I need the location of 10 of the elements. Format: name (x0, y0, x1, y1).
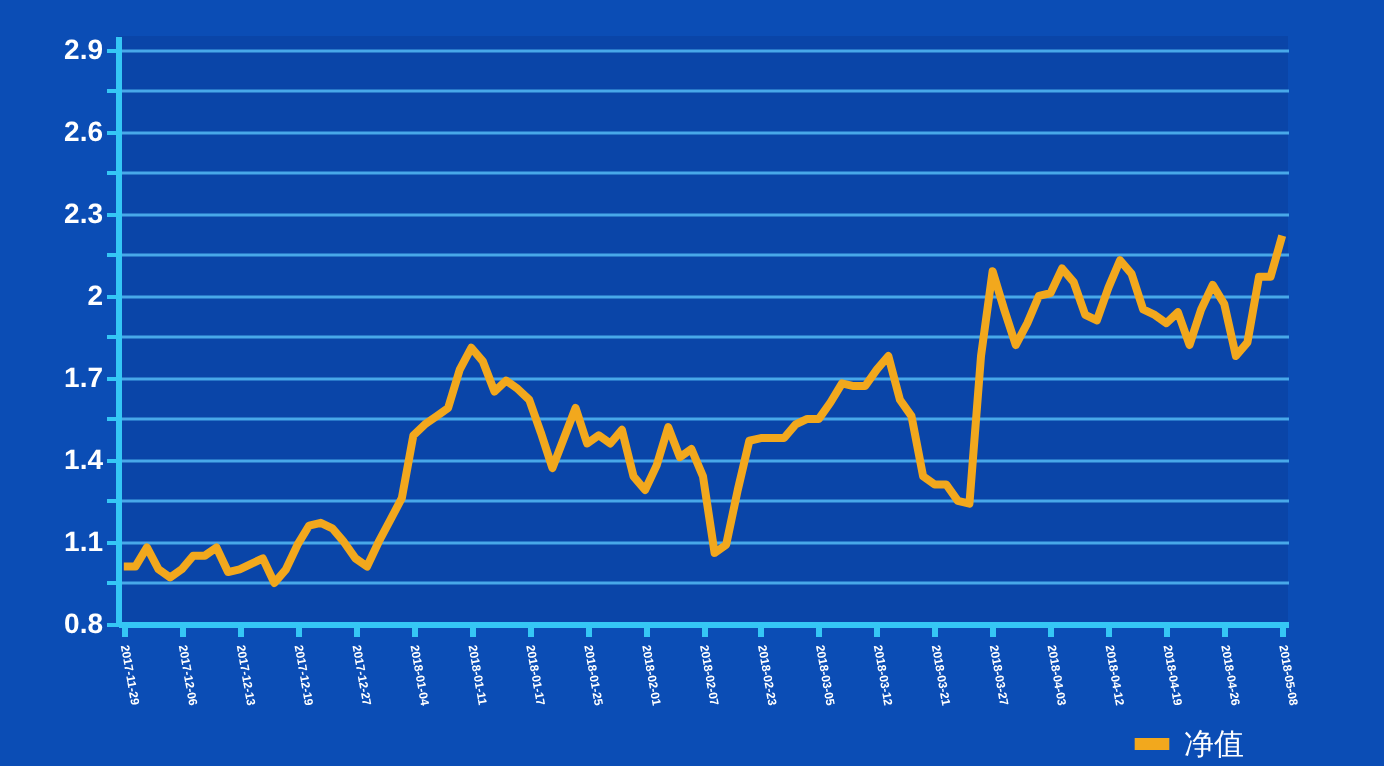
y-tick-label: 2.3 (64, 196, 104, 229)
y-tick-label: 2 (87, 278, 104, 311)
legend-label: 净值 (1184, 728, 1244, 762)
y-tick-label: 2.9 (64, 32, 104, 65)
y-tick-label: 0.8 (64, 607, 104, 639)
line-series (119, 231, 1287, 587)
y-tick-label: 1.1 (64, 524, 104, 557)
y-tick-label: 2.6 (64, 114, 104, 147)
y-tick-label: 1.7 (64, 360, 104, 393)
y-tick-label: 1.4 (64, 442, 104, 475)
